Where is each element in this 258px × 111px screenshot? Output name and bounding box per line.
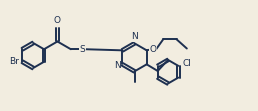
Text: O: O — [54, 16, 61, 25]
Text: Cl: Cl — [183, 59, 191, 68]
Text: S: S — [80, 45, 85, 54]
Text: N: N — [114, 61, 120, 70]
Text: Br: Br — [9, 57, 19, 66]
Text: N: N — [131, 32, 138, 41]
Text: O: O — [149, 45, 156, 54]
